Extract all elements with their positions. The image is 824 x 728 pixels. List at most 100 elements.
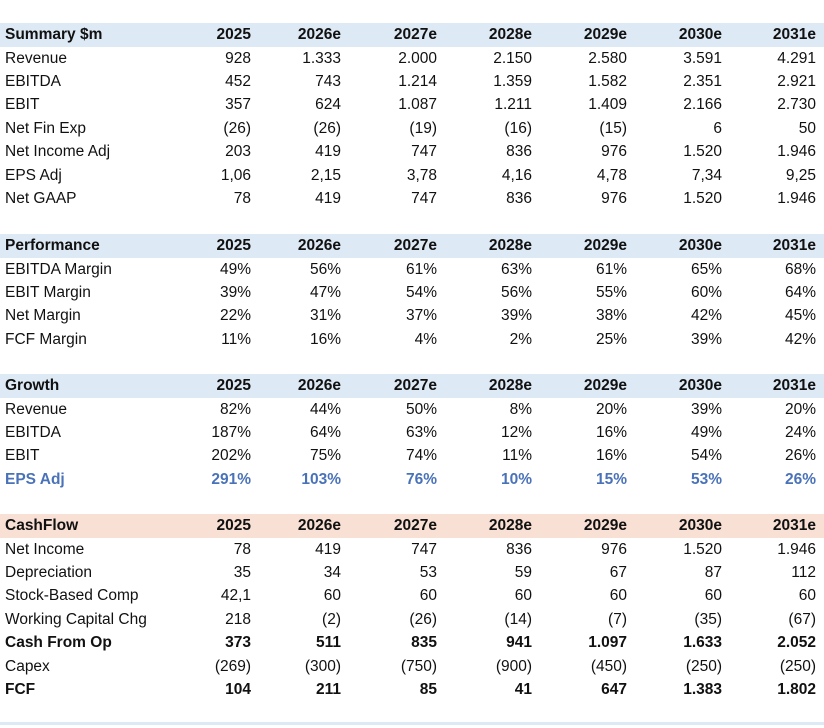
year-header: 2029e xyxy=(583,237,627,254)
table-row: EBITDA 187% 64% 63% 12% 16% 49% 24% xyxy=(0,421,824,444)
row-value: 452 xyxy=(225,72,251,90)
row-value: 4% xyxy=(414,330,437,348)
row-value: 60 xyxy=(323,587,341,605)
row-value: 976 xyxy=(601,540,627,558)
row-value: 1.946 xyxy=(777,189,816,207)
row-value: 53% xyxy=(690,470,722,488)
row-value: 202% xyxy=(211,447,251,465)
row-value: (35) xyxy=(694,610,722,628)
row-value: 9,25 xyxy=(785,166,816,184)
year-header: 2027e xyxy=(393,517,437,534)
row-value: 1.520 xyxy=(683,143,722,161)
row-value: 373 xyxy=(225,634,251,652)
row-value: 67 xyxy=(609,563,627,581)
row-value: 419 xyxy=(315,143,341,161)
row-value: 1,06 xyxy=(220,166,251,184)
year-header: 2031e xyxy=(772,377,816,394)
row-value: 12% xyxy=(500,423,532,441)
row-value: 3,78 xyxy=(406,166,437,184)
row-value: 60 xyxy=(514,587,532,605)
year-header: 2030e xyxy=(678,26,722,43)
row-value: (26) xyxy=(313,119,341,137)
section-title: Growth xyxy=(5,377,60,394)
row-value: 65% xyxy=(690,260,722,278)
row-value: 42% xyxy=(690,307,722,325)
row-value: 747 xyxy=(411,189,437,207)
row-value: 87 xyxy=(704,563,722,581)
row-value: 1.097 xyxy=(588,634,627,652)
row-value: 47% xyxy=(309,283,341,301)
row-value: 3.591 xyxy=(683,49,722,67)
row-value: 928 xyxy=(225,49,251,67)
row-value: (750) xyxy=(400,657,437,675)
row-value: 2.052 xyxy=(777,634,816,652)
row-value: 78 xyxy=(233,540,251,558)
row-value: 50% xyxy=(405,400,437,418)
row-value: 2.921 xyxy=(777,72,816,90)
table-row: Net Margin 22% 31% 37% 39% 38% 42% 45% xyxy=(0,305,824,328)
row-label: EBIT xyxy=(5,96,40,114)
row-value: 60 xyxy=(609,587,627,605)
table-row: Stock-Based Comp 42,1 60 60 60 60 60 60 xyxy=(0,585,824,608)
row-value: 1.333 xyxy=(302,49,341,67)
table-row: FCF 104 211 85 41 647 1.383 1.802 xyxy=(0,678,824,701)
year-header: 2027e xyxy=(393,377,437,394)
row-label: Revenue xyxy=(5,49,68,67)
row-label: Net Margin xyxy=(5,307,81,325)
row-label: FCF Margin xyxy=(5,330,87,348)
row-value: 747 xyxy=(411,143,437,161)
row-value: 61% xyxy=(595,260,627,278)
row-value: 1.582 xyxy=(588,72,627,90)
year-header: 2028e xyxy=(488,377,532,394)
year-header: 2031e xyxy=(772,26,816,43)
row-label: EBITDA xyxy=(5,423,61,441)
row-value: 2.580 xyxy=(588,49,627,67)
row-value: 60 xyxy=(704,587,722,605)
row-label: Revenue xyxy=(5,400,68,418)
row-label: Depreciation xyxy=(5,563,93,581)
year-header: 2025 xyxy=(216,237,251,254)
row-value: 60% xyxy=(690,283,722,301)
row-value: 74% xyxy=(405,447,437,465)
table-row: Net Fin Exp (26) (26) (19) (16) (15) 6 50 xyxy=(0,117,824,140)
row-value: 11% xyxy=(502,447,532,465)
year-header: 2031e xyxy=(772,517,816,534)
row-value: 1.802 xyxy=(777,680,816,698)
row-value: 4,78 xyxy=(596,166,627,184)
year-header: 2031e xyxy=(772,237,816,254)
row-label: Net GAAP xyxy=(5,189,77,207)
row-value: 203 xyxy=(225,143,251,161)
year-header: 2026e xyxy=(297,237,341,254)
row-value: 26% xyxy=(784,470,816,488)
row-value: 2.150 xyxy=(493,49,532,67)
year-header: 2030e xyxy=(678,377,722,394)
row-value: 835 xyxy=(411,634,437,652)
row-value: 59 xyxy=(514,563,532,581)
table-row: EBIT 357 624 1.087 1.211 1.409 2.166 2.730 xyxy=(0,94,824,117)
section-header-performance: Performance 2025 2026e 2027e 2028e 2029e 2030e… xyxy=(0,234,824,258)
row-value: 103% xyxy=(301,470,341,488)
year-header: 2026e xyxy=(297,517,341,534)
year-header: 2030e xyxy=(678,237,722,254)
row-value: 64% xyxy=(784,283,816,301)
row-value: 187% xyxy=(211,423,251,441)
row-value: 218 xyxy=(225,610,251,628)
row-value: 25% xyxy=(595,330,627,348)
table-row: EPS Adj 1,06 2,15 3,78 4,16 4,78 7,34 9,25 xyxy=(0,164,824,187)
row-value: 55% xyxy=(595,283,627,301)
row-value: 60 xyxy=(419,587,437,605)
row-value: 976 xyxy=(601,143,627,161)
year-header: 2027e xyxy=(393,237,437,254)
row-value: 1.520 xyxy=(683,189,722,207)
row-value: 1.211 xyxy=(494,96,532,114)
table-row: EBITDA 452 743 1.214 1.359 1.582 2.351 2.921 xyxy=(0,70,824,93)
row-value: 26% xyxy=(784,447,816,465)
section-title: Performance xyxy=(5,237,100,254)
row-value: 16% xyxy=(595,423,627,441)
row-label: EBIT Margin xyxy=(5,283,91,301)
table-row: FCF Margin 11% 16% 4% 2% 25% 39% 42% xyxy=(0,328,824,351)
section-header-growth: Growth 2025 2026e 2027e 2028e 2029e 2030e 2031e xyxy=(0,374,824,398)
row-value: 8% xyxy=(509,400,532,418)
row-value: 624 xyxy=(315,96,341,114)
row-value: 2.351 xyxy=(683,72,722,90)
